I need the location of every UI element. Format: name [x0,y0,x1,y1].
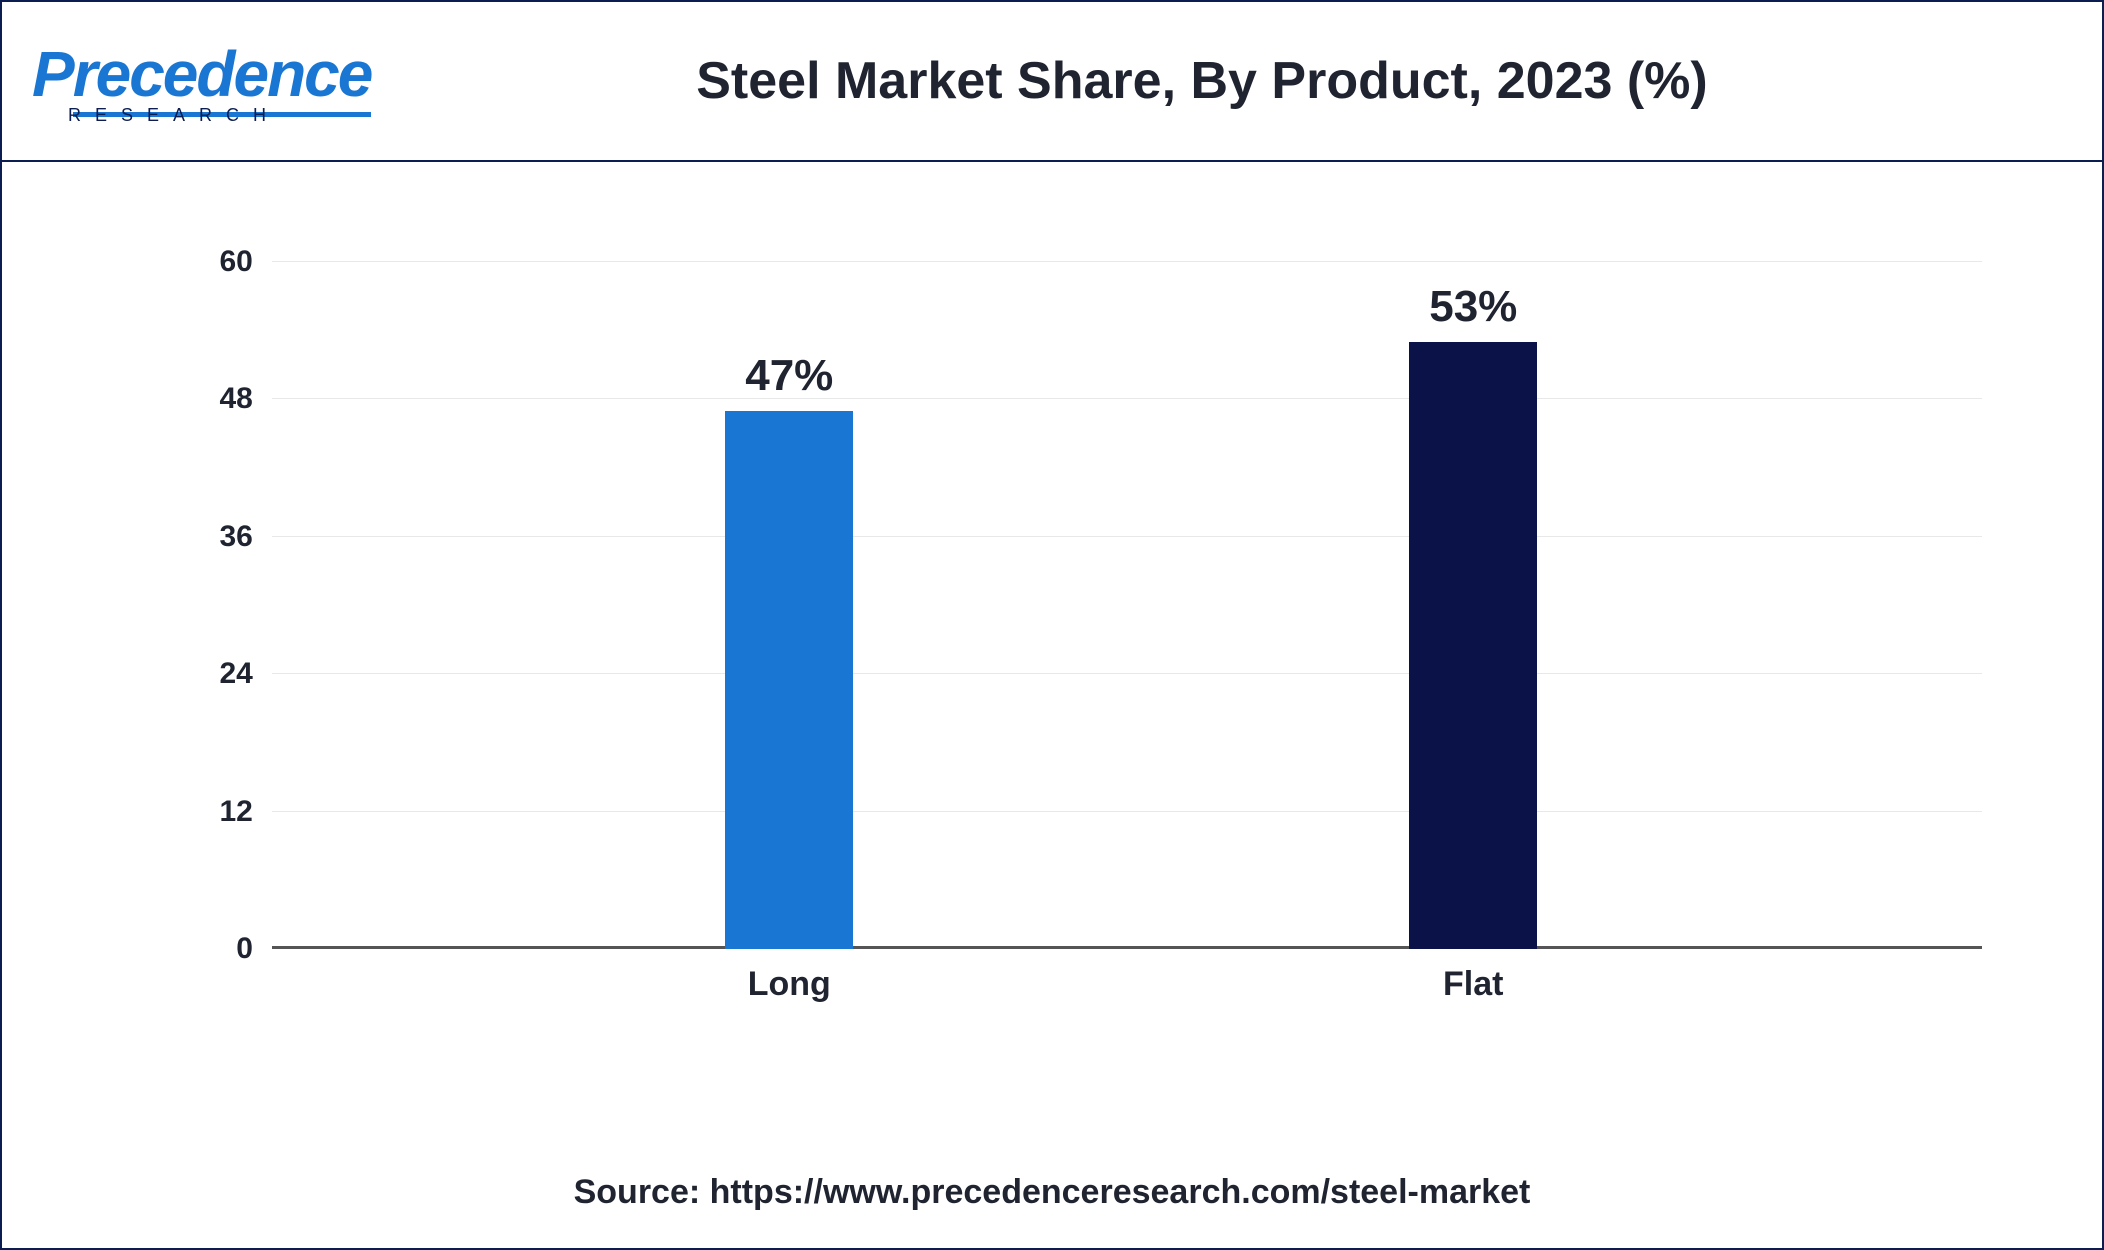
y-tick-label: 12 [220,795,267,829]
logo-word-p1: P [32,38,73,110]
y-tick-label: 0 [236,932,267,966]
chart-title: Steel Market Share, By Product, 2023 (%) [332,51,2072,111]
y-tick-label: 60 [220,245,267,279]
y-tick-label: 36 [220,520,267,554]
chart-frame: Precedence RESEARCH Steel Market Share, … [0,0,2104,1250]
gridline [272,811,1982,812]
gridline [272,536,1982,537]
x-axis-line [272,946,1982,949]
bar-long: 47% [725,411,853,949]
gridline [272,398,1982,399]
x-category-label: Flat [1443,965,1503,1004]
plot-region: 0 12 24 36 48 60 47% 53% Long Flat [272,262,1982,949]
bar-flat: 53% [1409,342,1537,949]
x-category-label: Long [748,965,831,1004]
logo-wordmark: Precedence [32,37,371,111]
precedence-logo: Precedence RESEARCH [32,37,332,126]
chart-area: 0 12 24 36 48 60 47% 53% Long Flat [2,162,2102,1149]
gridline [272,673,1982,674]
y-tick-label: 24 [220,657,267,691]
source-footer: Source: https://www.precedenceresearch.c… [2,1149,2102,1248]
gridline [272,261,1982,262]
header-row: Precedence RESEARCH Steel Market Share, … [2,2,2102,162]
bar-value-label: 53% [1409,282,1537,332]
bar-value-label: 47% [725,351,853,401]
logo-top-row: Precedence [32,37,332,111]
y-tick-label: 48 [220,382,267,416]
